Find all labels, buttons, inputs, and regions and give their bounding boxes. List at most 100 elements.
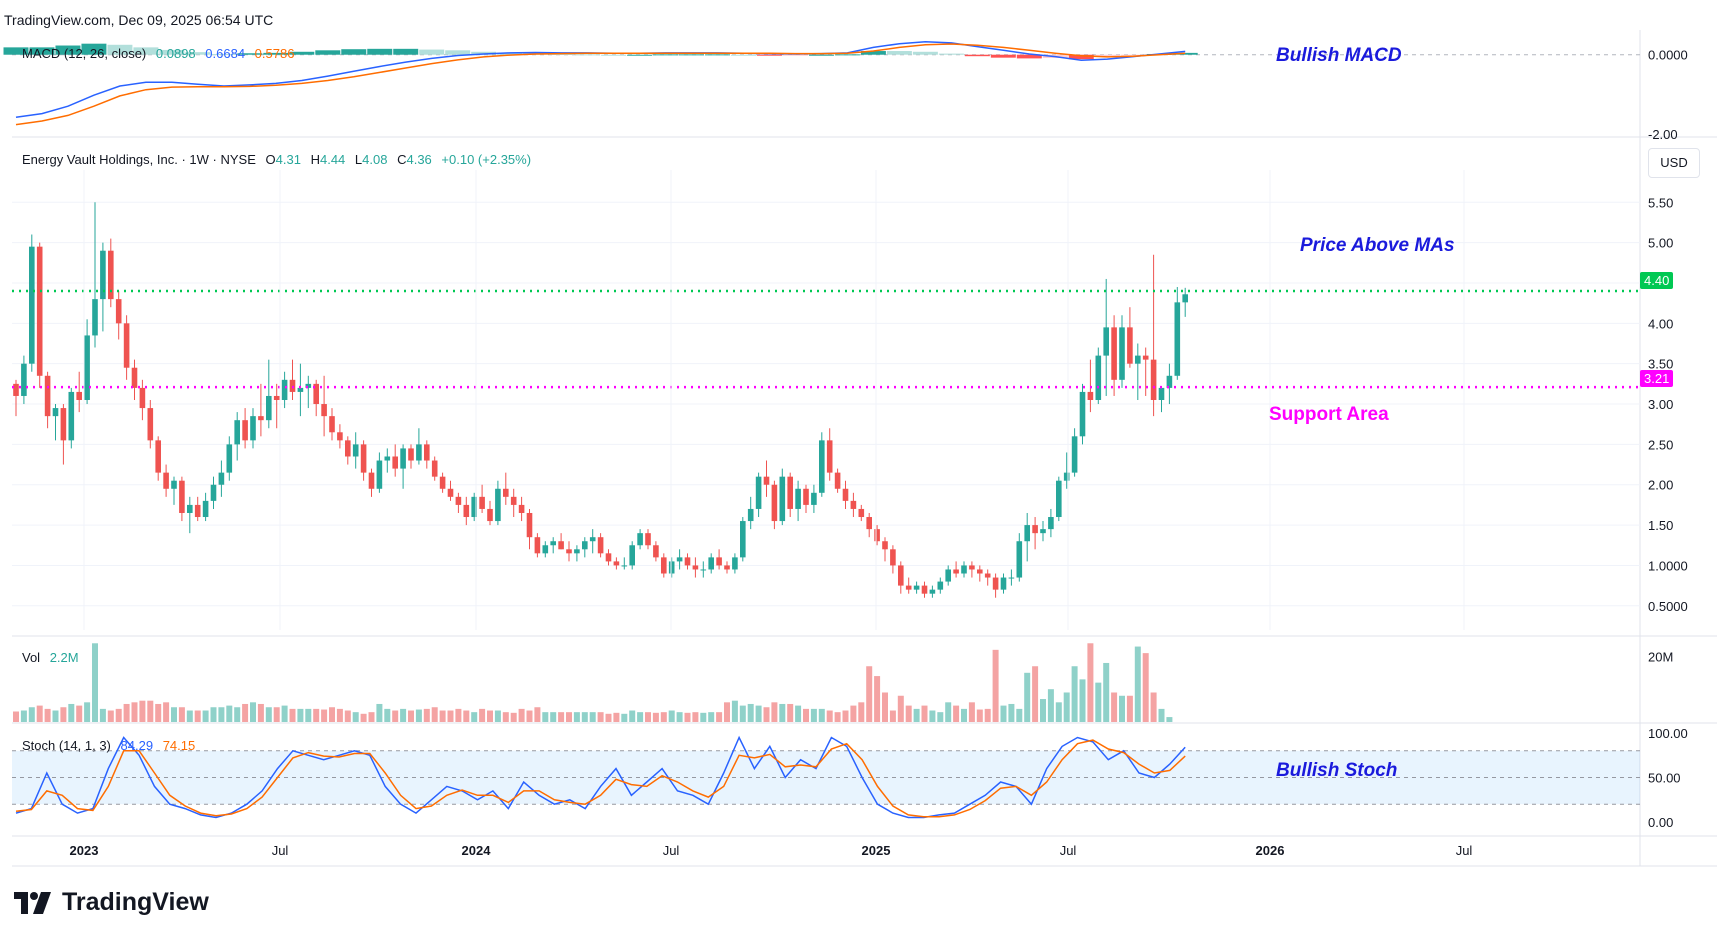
volume-bar xyxy=(68,703,75,722)
volume-bar xyxy=(329,707,335,722)
candle-body xyxy=(352,444,359,457)
volume-bar xyxy=(605,713,612,722)
candle-body xyxy=(1063,472,1070,481)
stoch-label: Stoch (14, 1, 3) xyxy=(22,738,111,753)
candle-body xyxy=(510,496,517,505)
tradingview-logo-icon[interactable] xyxy=(14,892,54,914)
candle-body xyxy=(913,585,920,590)
macd-axis-label: -2.00 xyxy=(1648,127,1678,142)
volume-bar xyxy=(1071,666,1078,722)
time-axis-label: 2025 xyxy=(862,843,891,858)
volume-bar xyxy=(1119,695,1125,722)
volume-bar xyxy=(1016,708,1023,722)
volume-bar xyxy=(84,702,91,722)
volume-bar xyxy=(186,710,193,722)
time-axis-label: 2026 xyxy=(1256,843,1285,858)
volume-bar xyxy=(1000,705,1007,722)
price-axis-label: 1.50 xyxy=(1648,518,1673,533)
candle-body xyxy=(937,581,944,590)
high-value: 4.44 xyxy=(319,152,346,167)
volume-bar xyxy=(479,708,486,722)
volume-bar xyxy=(652,712,659,722)
volume-bar xyxy=(52,710,59,722)
candle-body xyxy=(258,416,264,421)
macd-line-value: 0.6684 xyxy=(205,46,246,61)
volume-bar xyxy=(265,707,272,722)
volume-bar xyxy=(795,705,802,722)
candle-body xyxy=(360,444,367,473)
macd-histogram-bar xyxy=(860,51,886,55)
volume-bar xyxy=(534,707,541,722)
volume-bar xyxy=(92,643,98,722)
candle-body xyxy=(850,500,857,509)
candle-body xyxy=(842,488,849,501)
candle-body xyxy=(392,456,398,469)
volume-bar xyxy=(1134,646,1141,722)
candle-body xyxy=(52,408,59,417)
volume-bar xyxy=(992,649,999,722)
stoch-legend[interactable]: Stoch (14, 1, 3) 84.29 74.15 xyxy=(22,738,195,753)
time-axis-label: Jul xyxy=(272,843,289,858)
volume-bar xyxy=(210,707,217,722)
volume-bar xyxy=(147,700,154,722)
candle-body xyxy=(945,569,951,582)
volume-bar xyxy=(439,710,446,722)
macd-histogram-bar xyxy=(756,54,782,56)
macd-histogram-bar xyxy=(912,51,938,55)
price-axis-label: 4.00 xyxy=(1648,316,1673,331)
volume-bar xyxy=(724,702,730,722)
symbol-legend[interactable]: Energy Vault Holdings, Inc. · 1W · NYSE … xyxy=(22,152,531,167)
volume-bar xyxy=(842,710,849,722)
volume-bar xyxy=(597,712,604,722)
volume-bar xyxy=(708,712,715,722)
candle-body xyxy=(171,480,177,489)
volume-bar xyxy=(242,703,249,722)
tradingview-wordmark[interactable]: TradingView xyxy=(62,888,209,916)
stoch-k-line xyxy=(15,735,1186,819)
candle-body xyxy=(487,508,493,522)
candle-body xyxy=(234,420,240,445)
volume-bar xyxy=(360,713,367,722)
candle-body xyxy=(1150,359,1157,400)
bullish-stoch-annotation: Bullish Stoch xyxy=(1276,760,1398,781)
volume-bar xyxy=(1063,692,1070,722)
candle-body xyxy=(787,476,793,509)
currency-button[interactable]: USD xyxy=(1648,148,1700,178)
candle-body xyxy=(1032,525,1038,534)
candle-body xyxy=(905,585,912,590)
volume-bar xyxy=(415,709,422,722)
volume-bar xyxy=(408,710,414,722)
candle-body xyxy=(1166,375,1173,388)
volume-bar xyxy=(123,703,130,722)
candle-body xyxy=(747,508,754,522)
candle-body xyxy=(526,512,533,538)
price-axis: 0.0000-2.005.505.004.504.003.503.002.502… xyxy=(1648,48,1688,830)
candle-body xyxy=(226,444,233,473)
volume-bar xyxy=(392,710,399,722)
candle-body xyxy=(700,569,707,571)
price-axis-label: 5.00 xyxy=(1648,236,1673,251)
candle-body xyxy=(408,448,414,461)
volume-bar xyxy=(818,708,825,722)
volume-legend[interactable]: Vol 2.2M xyxy=(22,650,79,665)
stoch-pane xyxy=(12,735,1640,819)
volume-bar xyxy=(171,707,177,722)
volume-bar xyxy=(771,702,778,722)
macd-histogram-bar xyxy=(341,49,367,55)
high-label: H xyxy=(310,152,320,167)
time-axis: 2023 Jul 2024 Jul 2025 Jul 2026 Jul xyxy=(70,170,1472,858)
support-area-annotation: Support Area xyxy=(1269,404,1389,425)
macd-legend[interactable]: MACD (12, 26, close) 0.0898 0.6684 0.578… xyxy=(22,46,294,61)
candle-body xyxy=(1024,525,1030,542)
candle-body xyxy=(194,504,201,518)
macd-histogram-bar xyxy=(55,45,81,55)
candle-body xyxy=(589,537,596,542)
candle-body xyxy=(1079,391,1086,437)
candle-body xyxy=(376,460,383,489)
candle-body xyxy=(329,416,335,433)
candle-body xyxy=(92,299,98,336)
macd-histogram-bar xyxy=(1094,54,1120,57)
candle-body xyxy=(163,472,169,489)
candle-body xyxy=(313,383,319,405)
candle-body xyxy=(621,565,628,567)
